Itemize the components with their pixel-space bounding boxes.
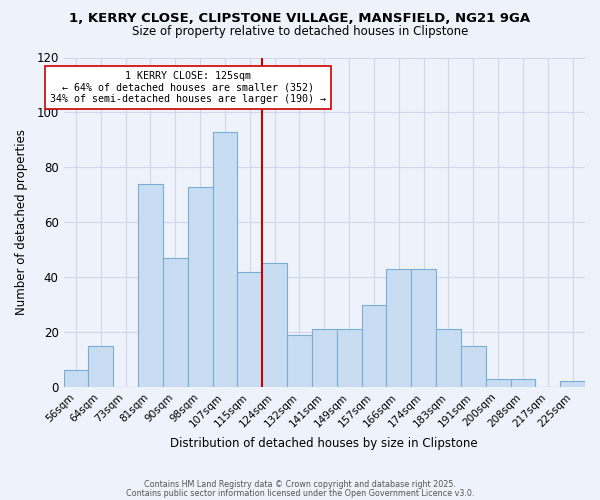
Bar: [188, 186, 212, 387]
Y-axis label: Number of detached properties: Number of detached properties: [15, 129, 28, 315]
Bar: [212, 132, 238, 387]
Bar: [362, 304, 386, 387]
Bar: [163, 258, 188, 387]
Bar: [262, 264, 287, 387]
Bar: [287, 335, 312, 387]
Bar: [461, 346, 485, 387]
Bar: [560, 382, 585, 387]
Bar: [312, 330, 337, 387]
Bar: [64, 370, 88, 387]
Bar: [436, 330, 461, 387]
Text: Contains public sector information licensed under the Open Government Licence v3: Contains public sector information licen…: [126, 488, 474, 498]
Bar: [386, 269, 411, 387]
Bar: [88, 346, 113, 387]
Text: 1, KERRY CLOSE, CLIPSTONE VILLAGE, MANSFIELD, NG21 9GA: 1, KERRY CLOSE, CLIPSTONE VILLAGE, MANSF…: [70, 12, 530, 26]
Bar: [485, 378, 511, 387]
Text: Contains HM Land Registry data © Crown copyright and database right 2025.: Contains HM Land Registry data © Crown c…: [144, 480, 456, 489]
Bar: [511, 378, 535, 387]
Text: Size of property relative to detached houses in Clipstone: Size of property relative to detached ho…: [132, 25, 468, 38]
Bar: [238, 272, 262, 387]
Text: 1 KERRY CLOSE: 125sqm
← 64% of detached houses are smaller (352)
34% of semi-det: 1 KERRY CLOSE: 125sqm ← 64% of detached …: [50, 71, 326, 104]
Bar: [337, 330, 362, 387]
Bar: [138, 184, 163, 387]
X-axis label: Distribution of detached houses by size in Clipstone: Distribution of detached houses by size …: [170, 437, 478, 450]
Bar: [411, 269, 436, 387]
